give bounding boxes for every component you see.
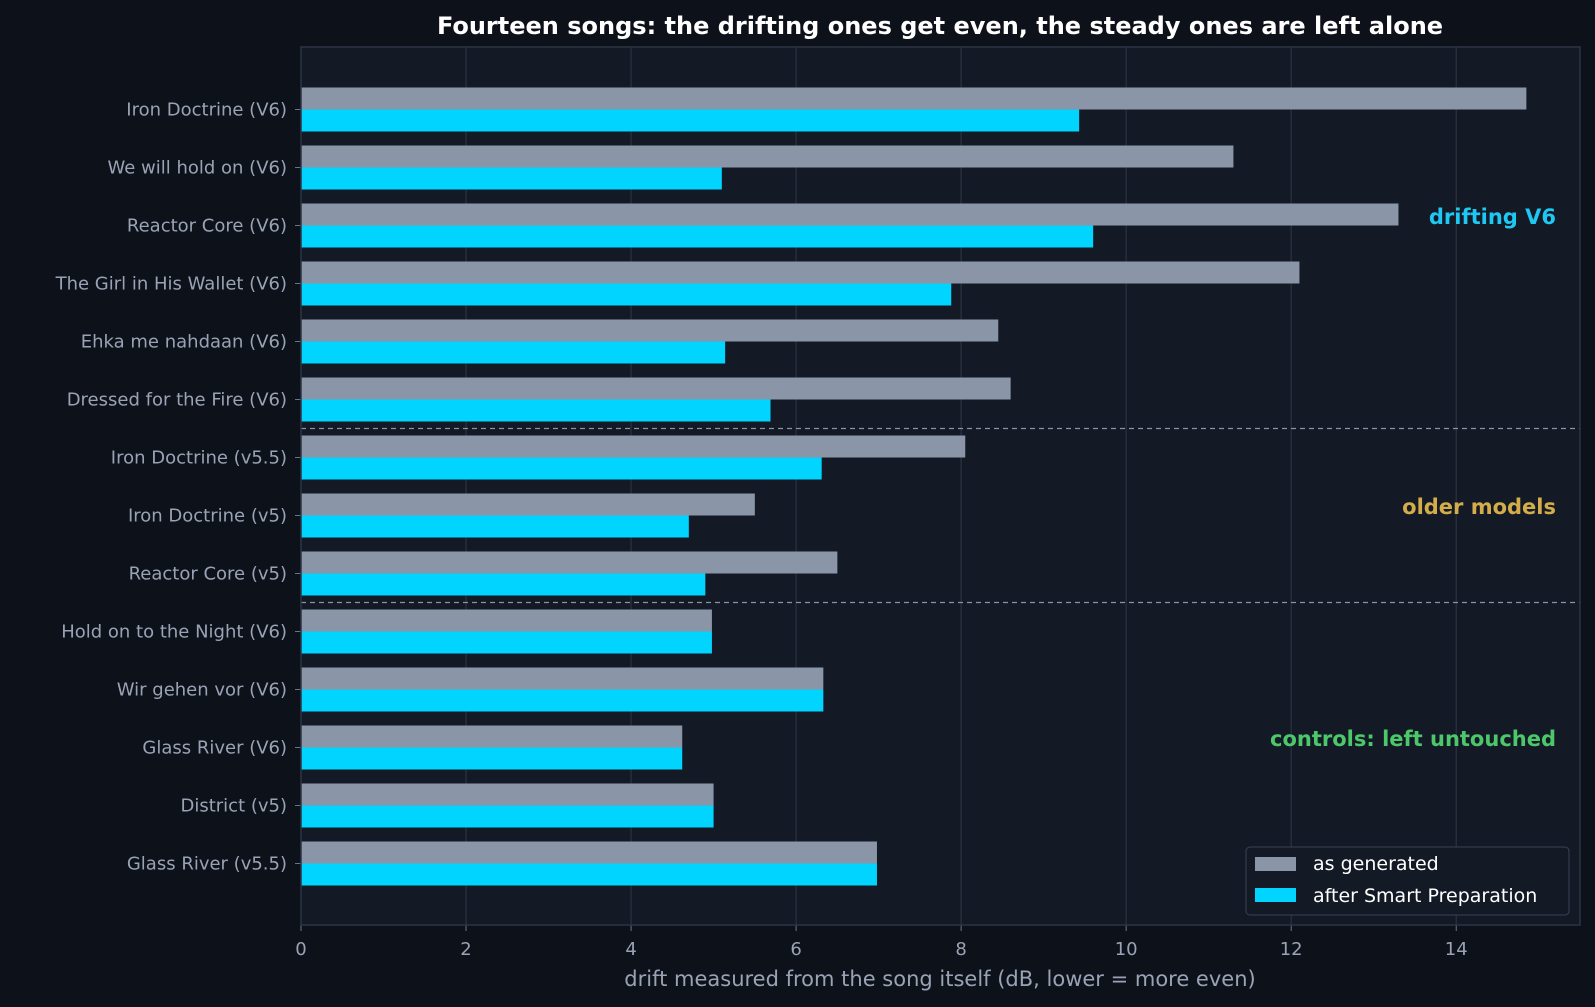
bar-after-smart-preparation-reactor-core-v6 [301, 225, 1094, 248]
plot-background [301, 47, 1580, 925]
bar-as-generated-wir-gehen-vor-v6 [301, 667, 824, 690]
y-tick-label: Iron Doctrine (V6) [126, 100, 287, 121]
x-tick-label: 6 [790, 939, 801, 960]
bars [301, 87, 1527, 886]
bar-as-generated-ehka-me-nahdaan-v6 [301, 319, 999, 342]
bar-as-generated-reactor-core-v6 [301, 203, 1399, 226]
y-tick-label: Dressed for the Fire (V6) [67, 390, 287, 411]
group-labels: drifting V6 older models controls: left un… [1270, 205, 1556, 751]
y-tick-label: Wir gehen vor (V6) [117, 680, 287, 701]
x-tick-label: 0 [295, 939, 306, 960]
plot-frame [300, 46, 1581, 926]
bar-after-smart-preparation-we-will-hold-on-v6 [301, 167, 722, 190]
grid-lines [465, 47, 1457, 925]
group-label-drifting-v6: drifting V6 [1429, 205, 1556, 229]
bar-as-generated-iron-doctrine-v6 [301, 87, 1527, 110]
legend-label-as-generated: as generated [1313, 853, 1439, 875]
x-tick-label: 10 [1115, 939, 1138, 960]
bar-after-smart-preparation-iron-doctrine-v5 [301, 515, 689, 538]
y-tick-label: Glass River (v5.5) [127, 854, 287, 875]
group-label-older-models: older models [1402, 495, 1556, 519]
x-tick-label: 4 [625, 939, 636, 960]
group-separators [301, 427, 1580, 604]
bar-after-smart-preparation-the-girl-in-his-wallet-v6 [301, 283, 952, 306]
y-tick-label: Ehka me nahdaan (V6) [81, 332, 287, 353]
y-tick-label: Reactor Core (V6) [127, 216, 287, 237]
legend-label-after-smart-preparation: after Smart Preparation [1313, 885, 1537, 907]
bar-as-generated-hold-on-to-the-night-v6 [301, 609, 712, 632]
x-axis-label: drift measured from the song itself (dB,… [624, 967, 1255, 991]
x-axis: 0 2 4 6 8 10 12 14 [295, 925, 1468, 960]
group-label-controls-left-untouched: controls: left untouched [1270, 727, 1556, 751]
x-tick-label: 2 [460, 939, 471, 960]
bar-as-generated-iron-doctrine-v5 [301, 493, 755, 516]
bar-as-generated-dressed-for-the-fire-v6 [301, 377, 1011, 400]
y-tick-label: The Girl in His Wallet (V6) [55, 274, 287, 295]
bar-after-smart-preparation-reactor-core-v5 [301, 573, 706, 596]
x-tick-label: 12 [1280, 939, 1303, 960]
bar-as-generated-we-will-hold-on-v6 [301, 145, 1234, 168]
bar-after-smart-preparation-district-v5 [301, 805, 714, 828]
y-tick-label: Hold on to the Night (V6) [61, 622, 287, 643]
bar-after-smart-preparation-wir-gehen-vor-v6 [301, 689, 824, 712]
y-tick-label: Iron Doctrine (v5) [128, 506, 287, 527]
legend-swatch-after-smart-preparation [1255, 888, 1296, 902]
legend: as generated after Smart Preparation [1245, 846, 1570, 916]
y-tick-label: We will hold on (V6) [107, 158, 287, 179]
bar-after-smart-preparation-iron-doctrine-v5-5 [301, 457, 822, 480]
legend-swatch-as-generated [1255, 857, 1296, 871]
bar-after-smart-preparation-iron-doctrine-v6 [301, 109, 1080, 132]
legend-box [1245, 846, 1570, 916]
bar-as-generated-district-v5 [301, 783, 714, 806]
x-tick-label: 8 [955, 939, 966, 960]
bar-as-generated-the-girl-in-his-wallet-v6 [301, 261, 1300, 284]
chart-title: Fourteen songs: the drifting ones get ev… [437, 12, 1443, 40]
bar-after-smart-preparation-glass-river-v5-5 [301, 863, 877, 886]
y-tick-label: District (v5) [180, 796, 287, 817]
bar-as-generated-glass-river-v6 [301, 725, 683, 748]
bar-after-smart-preparation-dressed-for-the-fire-v6 [301, 399, 771, 422]
bar-as-generated-iron-doctrine-v5-5 [301, 435, 966, 458]
x-tick-label: 14 [1445, 939, 1468, 960]
bar-after-smart-preparation-hold-on-to-the-night-v6 [301, 631, 712, 654]
y-tick-label: Glass River (V6) [142, 738, 287, 759]
y-tick-label: Reactor Core (v5) [129, 564, 287, 585]
bar-after-smart-preparation-glass-river-v6 [301, 747, 683, 770]
bar-as-generated-glass-river-v5-5 [301, 841, 877, 864]
bar-after-smart-preparation-ehka-me-nahdaan-v6 [301, 341, 726, 364]
bar-as-generated-reactor-core-v5 [301, 551, 838, 574]
y-tick-label: Iron Doctrine (v5.5) [111, 448, 287, 469]
y-tick-labels: Iron Doctrine (V6) We will hold on (V6) Re… [55, 100, 301, 875]
